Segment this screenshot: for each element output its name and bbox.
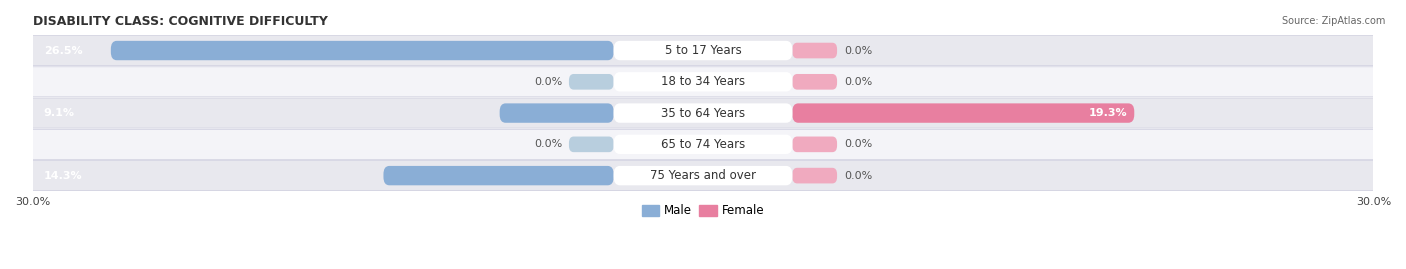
FancyBboxPatch shape	[569, 137, 613, 152]
Text: 14.3%: 14.3%	[44, 171, 83, 180]
Text: DISABILITY CLASS: COGNITIVE DIFFICULTY: DISABILITY CLASS: COGNITIVE DIFFICULTY	[32, 15, 328, 28]
Text: 0.0%: 0.0%	[534, 77, 562, 87]
Text: 35 to 64 Years: 35 to 64 Years	[661, 107, 745, 120]
Text: 0.0%: 0.0%	[844, 77, 872, 87]
Text: 0.0%: 0.0%	[844, 171, 872, 180]
FancyBboxPatch shape	[384, 166, 613, 185]
FancyBboxPatch shape	[111, 41, 613, 60]
FancyBboxPatch shape	[613, 72, 793, 91]
Text: 0.0%: 0.0%	[534, 139, 562, 149]
FancyBboxPatch shape	[793, 43, 837, 58]
Text: 26.5%: 26.5%	[44, 45, 83, 55]
FancyBboxPatch shape	[613, 166, 793, 185]
Text: 65 to 74 Years: 65 to 74 Years	[661, 138, 745, 151]
FancyBboxPatch shape	[21, 67, 1385, 97]
Text: 0.0%: 0.0%	[844, 139, 872, 149]
FancyBboxPatch shape	[793, 168, 837, 183]
Text: 9.1%: 9.1%	[44, 108, 75, 118]
FancyBboxPatch shape	[499, 103, 613, 123]
Text: 5 to 17 Years: 5 to 17 Years	[665, 44, 741, 57]
Text: 75 Years and over: 75 Years and over	[650, 169, 756, 182]
FancyBboxPatch shape	[21, 36, 1385, 66]
FancyBboxPatch shape	[613, 41, 793, 60]
Text: 0.0%: 0.0%	[844, 45, 872, 55]
FancyBboxPatch shape	[569, 74, 613, 90]
FancyBboxPatch shape	[21, 98, 1385, 128]
Text: 18 to 34 Years: 18 to 34 Years	[661, 75, 745, 88]
FancyBboxPatch shape	[21, 129, 1385, 159]
FancyBboxPatch shape	[21, 161, 1385, 191]
Legend: Male, Female: Male, Female	[637, 200, 769, 222]
FancyBboxPatch shape	[793, 74, 837, 90]
FancyBboxPatch shape	[613, 135, 793, 154]
Text: Source: ZipAtlas.com: Source: ZipAtlas.com	[1281, 16, 1385, 26]
FancyBboxPatch shape	[613, 103, 793, 123]
Text: 19.3%: 19.3%	[1088, 108, 1128, 118]
FancyBboxPatch shape	[793, 103, 1135, 123]
FancyBboxPatch shape	[793, 137, 837, 152]
